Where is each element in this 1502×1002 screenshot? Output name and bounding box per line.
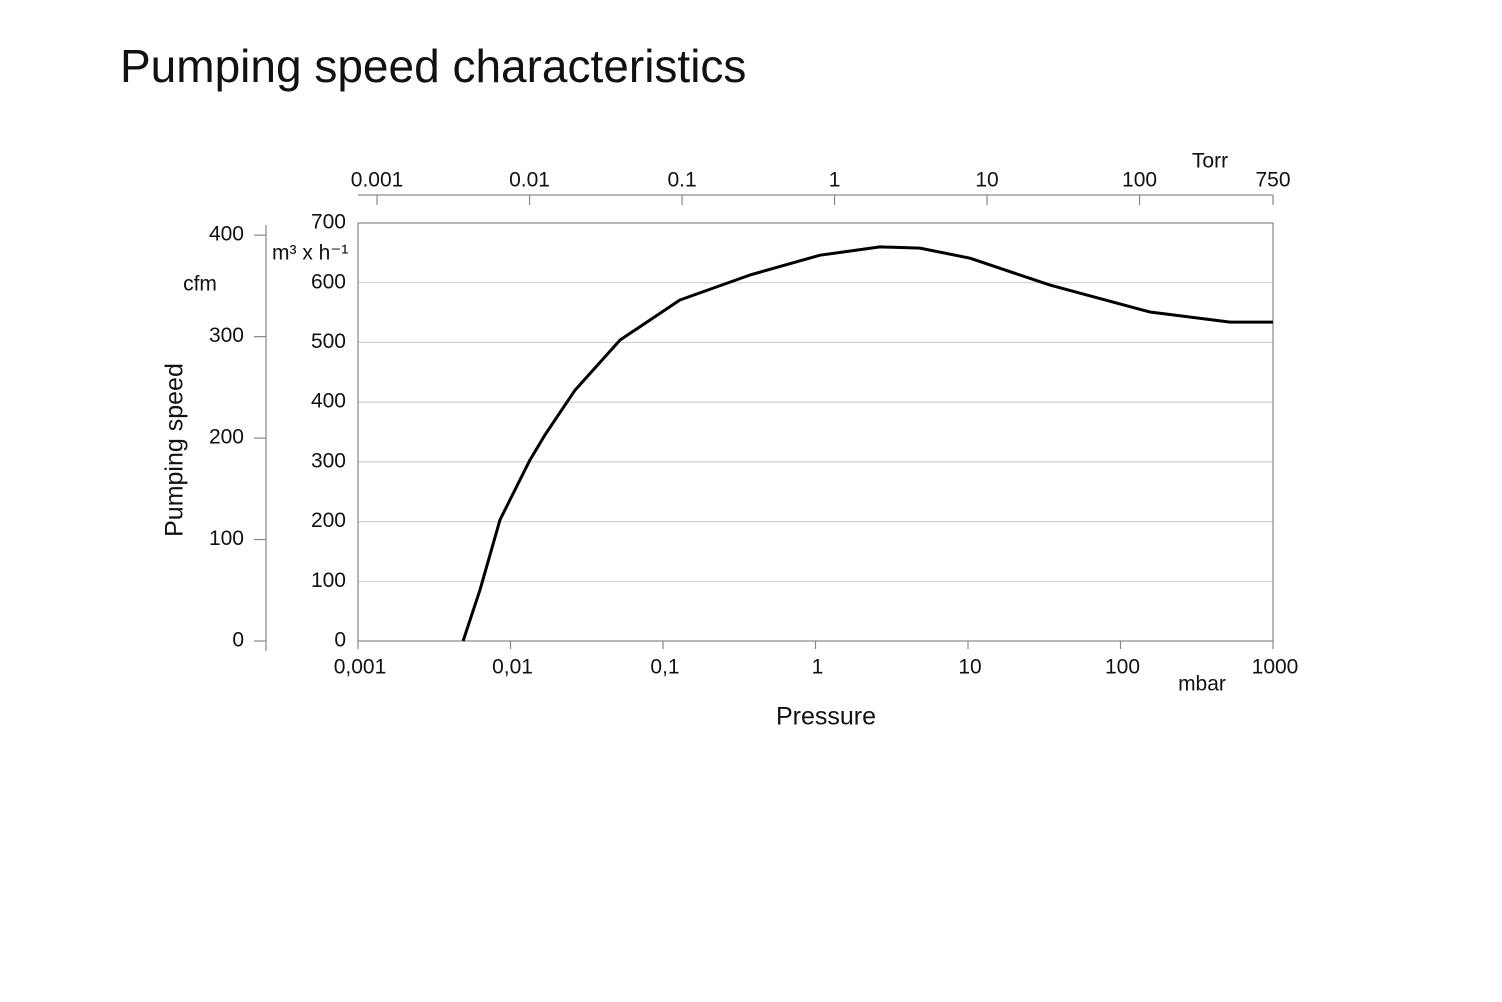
y-tick-label: 100 <box>311 569 346 592</box>
y2-tick-label: 300 <box>209 324 244 347</box>
x2-tick-label: 0.01 <box>509 169 550 192</box>
x-tick-label: 1000 <box>1252 656 1299 679</box>
y-tick-label: 0 <box>334 629 346 652</box>
y-tick-label: 600 <box>311 270 346 293</box>
y2-tick-label: 400 <box>209 223 244 246</box>
x-tick-label: 0,1 <box>650 656 679 679</box>
y-tick-label: 400 <box>311 390 346 413</box>
y2-unit-label: cfm <box>183 273 217 296</box>
x-unit-label: mbar <box>1178 673 1226 696</box>
x2-tick-label: 750 <box>1255 169 1290 192</box>
x-tick-label: 100 <box>1105 656 1140 679</box>
x2-tick-label: 0.001 <box>351 169 404 192</box>
y-tick-label: 700 <box>311 211 346 234</box>
plot-frame <box>357 222 1274 642</box>
x2-tick-label: 100 <box>1122 169 1157 192</box>
y-tick-label: 200 <box>311 509 346 532</box>
x2-tick-label: 10 <box>975 169 998 192</box>
line-series <box>461 245 1273 642</box>
y2-tick-label: 100 <box>209 527 244 550</box>
x-tick-label: 10 <box>958 656 981 679</box>
chart-title: Pumping speed characteristics <box>120 40 746 92</box>
x-tick-label: 1 <box>812 656 824 679</box>
y2-tick-label: 0 <box>232 629 244 652</box>
y-tick-label: 500 <box>311 330 346 353</box>
x-tick-label: 0,01 <box>492 656 533 679</box>
x2-tick-label: 0.1 <box>667 169 696 192</box>
x-tick-label: 0,001 <box>334 656 387 679</box>
y-unit-label: m³ x h⁻¹ <box>272 242 348 265</box>
y-axis-title: Pumping speed <box>161 363 189 537</box>
y2-tick-label: 200 <box>209 426 244 449</box>
x2-tick-label: 1 <box>829 169 841 192</box>
y-tick-label: 300 <box>311 449 346 472</box>
x2-unit-label: Torr <box>1192 150 1228 173</box>
x-axis-title: Pressure <box>776 703 876 731</box>
